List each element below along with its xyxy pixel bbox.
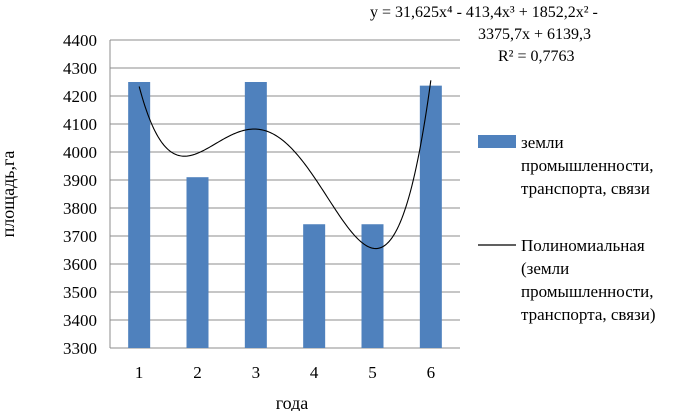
- legend-bar-label: земли промышленности, транспорта, связи: [521, 133, 654, 198]
- x-tick-label: 5: [368, 363, 377, 382]
- legend: земли промышленности, транспорта, связи …: [478, 133, 656, 324]
- y-axis-ticks: 3300 3400 3500 3600 3700 3800 3900 4000 4100 4200…: [63, 31, 97, 358]
- legend-trendline-label-line: промышленности,: [521, 282, 654, 301]
- bar: [128, 82, 151, 348]
- legend-trendline-label-line: транспорта, связи): [521, 305, 656, 324]
- gridlines: [109, 39, 460, 349]
- y-tick-label: 4100: [63, 115, 97, 134]
- y-tick-label: 3400: [63, 311, 97, 330]
- legend-trendline-label-line: (земли: [521, 259, 569, 278]
- y-tick-label: 4300: [63, 59, 97, 78]
- trendline-curve: [138, 80, 432, 250]
- legend-bar-label-line: промышленности,: [521, 156, 654, 175]
- legend-bar-label-line: транспорта, связи: [521, 179, 650, 198]
- y-tick-label: 3800: [63, 199, 97, 218]
- x-tick-label: 4: [310, 363, 319, 382]
- x-axis-ticks: 1 2 3 4 5 6: [135, 363, 435, 382]
- bar: [244, 82, 267, 348]
- bars: [128, 82, 442, 348]
- trendline-equation: y = 31,625x⁴ - 413,4x³ + 1852,2x² - 3375…: [370, 4, 598, 65]
- y-tick-label: 3700: [63, 227, 97, 246]
- r-squared: R² = 0,7763: [498, 48, 575, 65]
- x-tick-label: 3: [252, 363, 261, 382]
- legend-trendline-label-line: Полиномиальная: [521, 236, 645, 255]
- legend-bar-swatch: [478, 135, 516, 148]
- equation-line-1: y = 31,625x⁴ - 413,4x³ + 1852,2x² -: [370, 4, 598, 21]
- trendline: [138, 80, 432, 250]
- y-tick-label: 3600: [63, 255, 97, 274]
- bar: [361, 224, 384, 348]
- y-axis-title: площадь,га: [0, 151, 18, 238]
- y-tick-label: 3300: [63, 339, 97, 358]
- bar: [186, 177, 209, 348]
- y-tick-label: 4200: [63, 87, 97, 106]
- x-tick-label: 2: [193, 363, 202, 382]
- y-tick-label: 3900: [63, 171, 97, 190]
- equation-line-2: 3375,7x + 6139,3: [478, 26, 591, 43]
- legend-trendline-label: Полиномиальная (земли промышленности, тр…: [521, 236, 656, 324]
- y-tick-label: 3500: [63, 283, 97, 302]
- legend-bar-label-line: земли: [521, 133, 564, 152]
- bar: [303, 224, 326, 348]
- y-tick-label: 4000: [63, 143, 97, 162]
- x-tick-label: 6: [427, 363, 436, 382]
- bar: [419, 85, 442, 348]
- x-axis-title: года: [276, 393, 309, 411]
- x-tick-label: 1: [135, 363, 144, 382]
- y-tick-label: 4400: [63, 31, 97, 50]
